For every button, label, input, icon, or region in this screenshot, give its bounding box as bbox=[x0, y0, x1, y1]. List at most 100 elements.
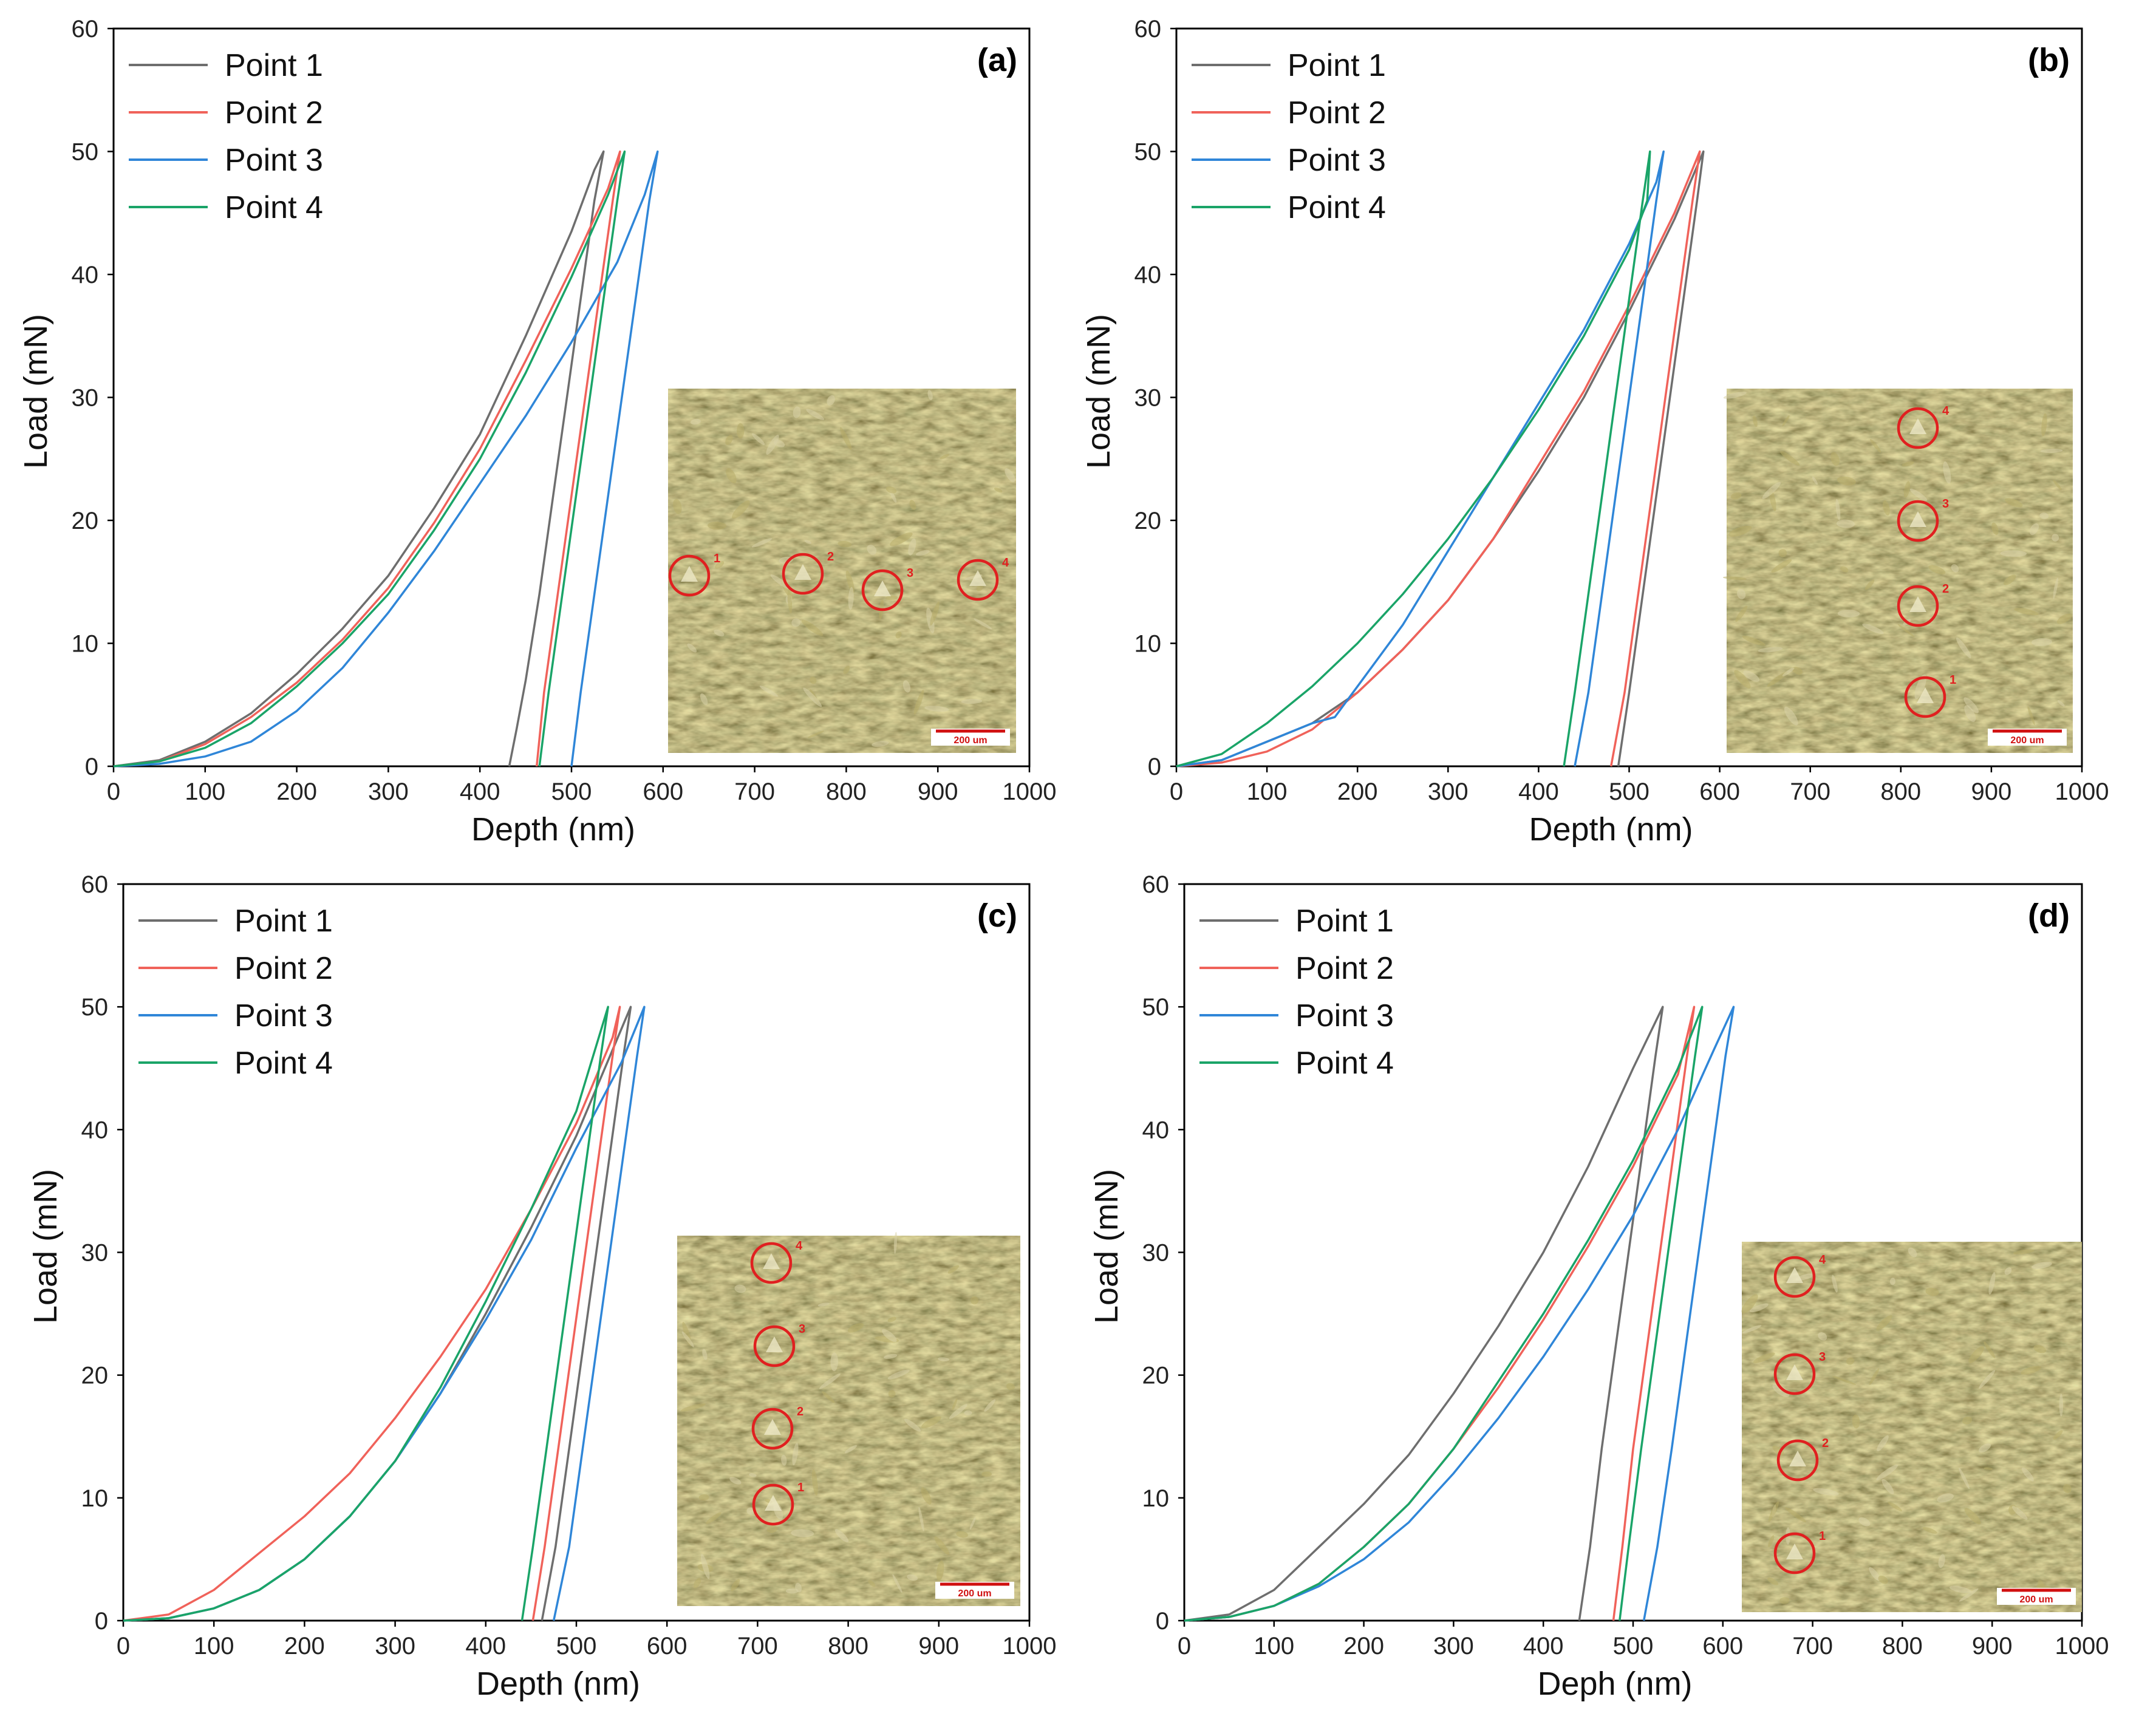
x-axis-title: Depth (nm) bbox=[471, 811, 635, 848]
legend: Point 1 Point 2 Point 3 Point 4 bbox=[129, 48, 323, 225]
micrograph-speck bbox=[1722, 576, 1747, 580]
micrograph-speck bbox=[1862, 624, 1884, 635]
chart-panel-d: 0 100 200 300 400 500 600 700 800 900 1000 0 10 20 30 4… bbox=[1088, 871, 2109, 1702]
micrograph-speck bbox=[1869, 1369, 1880, 1385]
micrograph-speck bbox=[909, 500, 916, 510]
micrograph-speck bbox=[1749, 1303, 1769, 1313]
micrograph-speck bbox=[890, 490, 897, 503]
y-tick-label: 60 bbox=[1134, 16, 1162, 43]
indent-marker: 4 bbox=[957, 556, 1009, 601]
micrograph-speck bbox=[766, 1525, 778, 1533]
x-tick-label: 600 bbox=[643, 778, 683, 805]
x-tick-label: 0 bbox=[107, 778, 120, 805]
x-axis-title: Deph (nm) bbox=[1537, 1666, 1692, 1702]
legend-label: Point 1 bbox=[225, 48, 323, 83]
micrograph-speck bbox=[843, 665, 850, 674]
y-tick-label: 0 bbox=[1156, 1608, 1169, 1635]
micrograph-speck bbox=[1908, 1247, 1917, 1258]
micrograph-speck bbox=[1818, 1332, 1827, 1341]
scale-bar-label: 200 um bbox=[954, 735, 987, 746]
x-tick-label: 700 bbox=[1790, 778, 1830, 805]
micrograph-speck bbox=[1835, 499, 1841, 520]
x-tick-label: 400 bbox=[465, 1633, 506, 1659]
x-tick-label: 800 bbox=[828, 1633, 868, 1659]
micrograph-speck bbox=[1752, 415, 1758, 427]
x-tick-label: 300 bbox=[375, 1633, 415, 1659]
micrograph-speck bbox=[1767, 1577, 1779, 1585]
indent-imprint bbox=[681, 566, 698, 582]
x-tick-label: 700 bbox=[737, 1633, 778, 1659]
micrograph-speck bbox=[947, 1265, 960, 1274]
micrograph-speck bbox=[1988, 1272, 1996, 1295]
indent-circle bbox=[750, 1242, 793, 1284]
micrograph-speck bbox=[822, 1391, 835, 1403]
micrograph-speck bbox=[940, 454, 950, 460]
micrograph-speck bbox=[893, 1231, 898, 1254]
x-tick-label: 100 bbox=[185, 778, 225, 805]
y-tick-label: 0 bbox=[85, 754, 98, 780]
micrograph-speck bbox=[1728, 525, 1752, 537]
micrograph-speck bbox=[1956, 637, 1971, 658]
micrograph-speck bbox=[1852, 1414, 1860, 1429]
indent-imprint bbox=[1909, 596, 1926, 612]
indent-marker: 2 bbox=[782, 550, 834, 595]
series-line-point-2 bbox=[113, 150, 621, 768]
micrograph-speck bbox=[1837, 519, 1855, 528]
x-tick-label: 900 bbox=[918, 778, 958, 805]
micrograph-speck bbox=[725, 435, 733, 445]
indent-circle bbox=[1773, 1532, 1816, 1574]
micrograph-speck bbox=[1780, 451, 1800, 466]
micrograph-speck bbox=[961, 699, 983, 704]
micrograph-speck bbox=[2013, 1249, 2035, 1254]
y-tick-label: 30 bbox=[81, 1240, 109, 1267]
indent-imprint bbox=[766, 1336, 783, 1352]
micrograph-speck bbox=[1735, 605, 1748, 622]
micrograph-speck bbox=[1840, 566, 1849, 573]
x-tick-label: 900 bbox=[1971, 778, 2012, 805]
y-tick-label: 30 bbox=[1142, 1240, 1170, 1267]
micrograph-speck bbox=[1005, 468, 1015, 483]
x-tick-label: 200 bbox=[1337, 778, 1378, 805]
micrograph-speck bbox=[1734, 670, 1751, 689]
micrograph-speck bbox=[1785, 1507, 1807, 1523]
micrograph-speck bbox=[803, 687, 822, 707]
micrograph-speck bbox=[1771, 559, 1792, 573]
indent-number: 3 bbox=[1819, 1350, 1826, 1364]
micrograph-speck bbox=[907, 1574, 918, 1581]
micrograph-speck bbox=[1737, 588, 1746, 599]
micrograph-speck bbox=[915, 550, 930, 556]
micrograph-speck bbox=[844, 1445, 857, 1454]
micrograph-speck bbox=[749, 1473, 757, 1477]
x-tick-label: 900 bbox=[1972, 1633, 2013, 1659]
micrograph-speck bbox=[1902, 461, 1914, 467]
y-tick-label: 30 bbox=[72, 385, 99, 412]
micrograph-speck bbox=[1877, 1435, 1889, 1452]
micrograph-speck bbox=[1731, 492, 1742, 500]
x-tick-label: 900 bbox=[918, 1633, 959, 1659]
micrograph-speck bbox=[1753, 1352, 1775, 1364]
legend-label: Point 2 bbox=[234, 951, 333, 986]
micrograph-speck bbox=[949, 1404, 967, 1419]
y-axis-title: Load (mN) bbox=[27, 1169, 64, 1324]
x-tick-label: 1000 bbox=[2055, 1633, 2109, 1659]
micrograph-speck bbox=[1742, 635, 1766, 646]
x-tick-label: 200 bbox=[1343, 1633, 1384, 1659]
micrograph-speck bbox=[956, 1531, 968, 1538]
panel-label: (d) bbox=[2028, 897, 2070, 934]
micrograph-speck bbox=[1925, 1287, 1939, 1296]
micrograph-speck bbox=[885, 595, 898, 601]
indent-number: 2 bbox=[797, 1405, 803, 1418]
indent-imprint bbox=[1909, 511, 1926, 527]
legend-label: Point 4 bbox=[234, 1046, 333, 1081]
micrograph-speck bbox=[1813, 1488, 1839, 1496]
x-tick-label: 400 bbox=[460, 778, 500, 805]
micrograph-speck bbox=[1903, 481, 1910, 498]
series-line-point-2 bbox=[1176, 150, 1701, 768]
indent-imprint bbox=[763, 1253, 780, 1269]
micrograph-speck bbox=[770, 574, 791, 590]
indent-marker: 2 bbox=[1897, 582, 1949, 627]
indent-circle bbox=[1897, 500, 1939, 542]
chart-panel-b: 0 100 200 300 400 500 600 700 800 900 1000 0 10 20 30 4… bbox=[1080, 16, 2109, 848]
micrograph-speck bbox=[904, 1418, 921, 1432]
micrograph-speck bbox=[1784, 706, 1798, 726]
